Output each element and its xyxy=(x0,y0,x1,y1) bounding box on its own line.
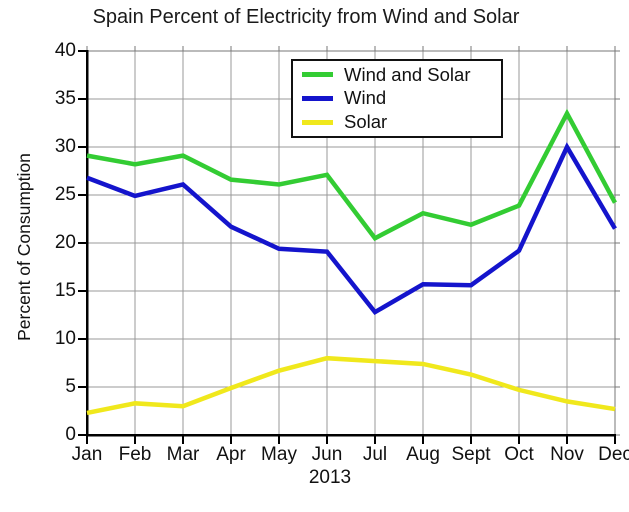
x-tick-label: Oct xyxy=(504,444,534,465)
x-tick-label: Feb xyxy=(118,444,152,465)
x-tick-label: Sept xyxy=(451,444,491,465)
axes xyxy=(78,46,620,444)
legend-label: Wind xyxy=(344,87,387,109)
legend-item: Solar xyxy=(302,112,501,132)
legend-label: Wind and Solar xyxy=(344,63,471,85)
legend-item: Wind xyxy=(302,88,501,108)
x-tick-label: Jun xyxy=(311,444,343,465)
data-lines xyxy=(86,108,617,416)
x-tick-label: Nov xyxy=(550,444,584,465)
legend-swatch-icon xyxy=(302,95,333,101)
y-tick-label: 30 xyxy=(54,136,76,157)
x-tick-label: Jan xyxy=(71,444,103,465)
y-tick-label: 25 xyxy=(54,184,76,205)
legend-swatch-icon xyxy=(302,119,333,125)
x-tick-label: Dec xyxy=(598,444,629,465)
x-tick-label: May xyxy=(261,444,297,465)
series-line-wind-and-solar xyxy=(86,108,617,242)
x-tick-label: Jul xyxy=(362,444,388,465)
legend-label: Solar xyxy=(344,111,388,133)
y-tick-label: 20 xyxy=(54,232,76,253)
series-line-solar xyxy=(86,355,616,416)
legend-item: Wind and Solar xyxy=(302,63,501,85)
x-tick-label: Apr xyxy=(216,444,246,465)
legend: Wind and Solar Wind Solar xyxy=(291,59,503,138)
y-tick-label: 15 xyxy=(54,280,76,301)
y-tick-label: 10 xyxy=(54,328,76,349)
x-tick-label: Mar xyxy=(166,444,200,465)
y-tick-label: 35 xyxy=(54,88,76,109)
series-line-wind xyxy=(86,142,617,316)
y-tick-label: 40 xyxy=(54,40,76,61)
x-axis-year-label: 2013 xyxy=(308,467,352,488)
y-tick-label: 5 xyxy=(65,376,76,397)
y-tick-label: 0 xyxy=(65,424,76,445)
x-tick-label: Aug xyxy=(406,444,440,465)
legend-swatch-icon xyxy=(302,72,333,78)
y-axis-label: Percent of Consumption xyxy=(14,153,34,341)
chart-title: Spain Percent of Electricity from Wind a… xyxy=(92,6,520,28)
